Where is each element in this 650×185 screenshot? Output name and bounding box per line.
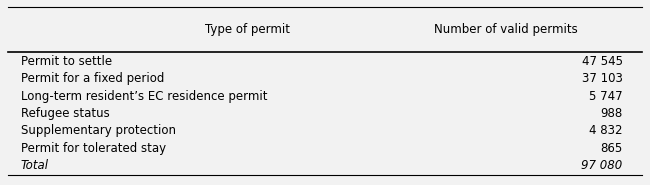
Text: 988: 988 [601,107,623,120]
Text: Permit for a fixed period: Permit for a fixed period [21,72,164,85]
Text: Number of valid permits: Number of valid permits [434,23,578,36]
Text: Long-term resident’s EC residence permit: Long-term resident’s EC residence permit [21,90,267,102]
Text: Permit for tolerated stay: Permit for tolerated stay [21,142,166,155]
Text: Refugee status: Refugee status [21,107,110,120]
Text: Type of permit: Type of permit [205,23,290,36]
Text: 97 080: 97 080 [582,159,623,172]
Text: 47 545: 47 545 [582,55,623,68]
Text: 4 832: 4 832 [589,124,623,137]
Text: 37 103: 37 103 [582,72,623,85]
Text: Permit to settle: Permit to settle [21,55,112,68]
Text: Total: Total [21,159,49,172]
Text: 5 747: 5 747 [589,90,623,102]
Text: 865: 865 [601,142,623,155]
Text: Supplementary protection: Supplementary protection [21,124,176,137]
